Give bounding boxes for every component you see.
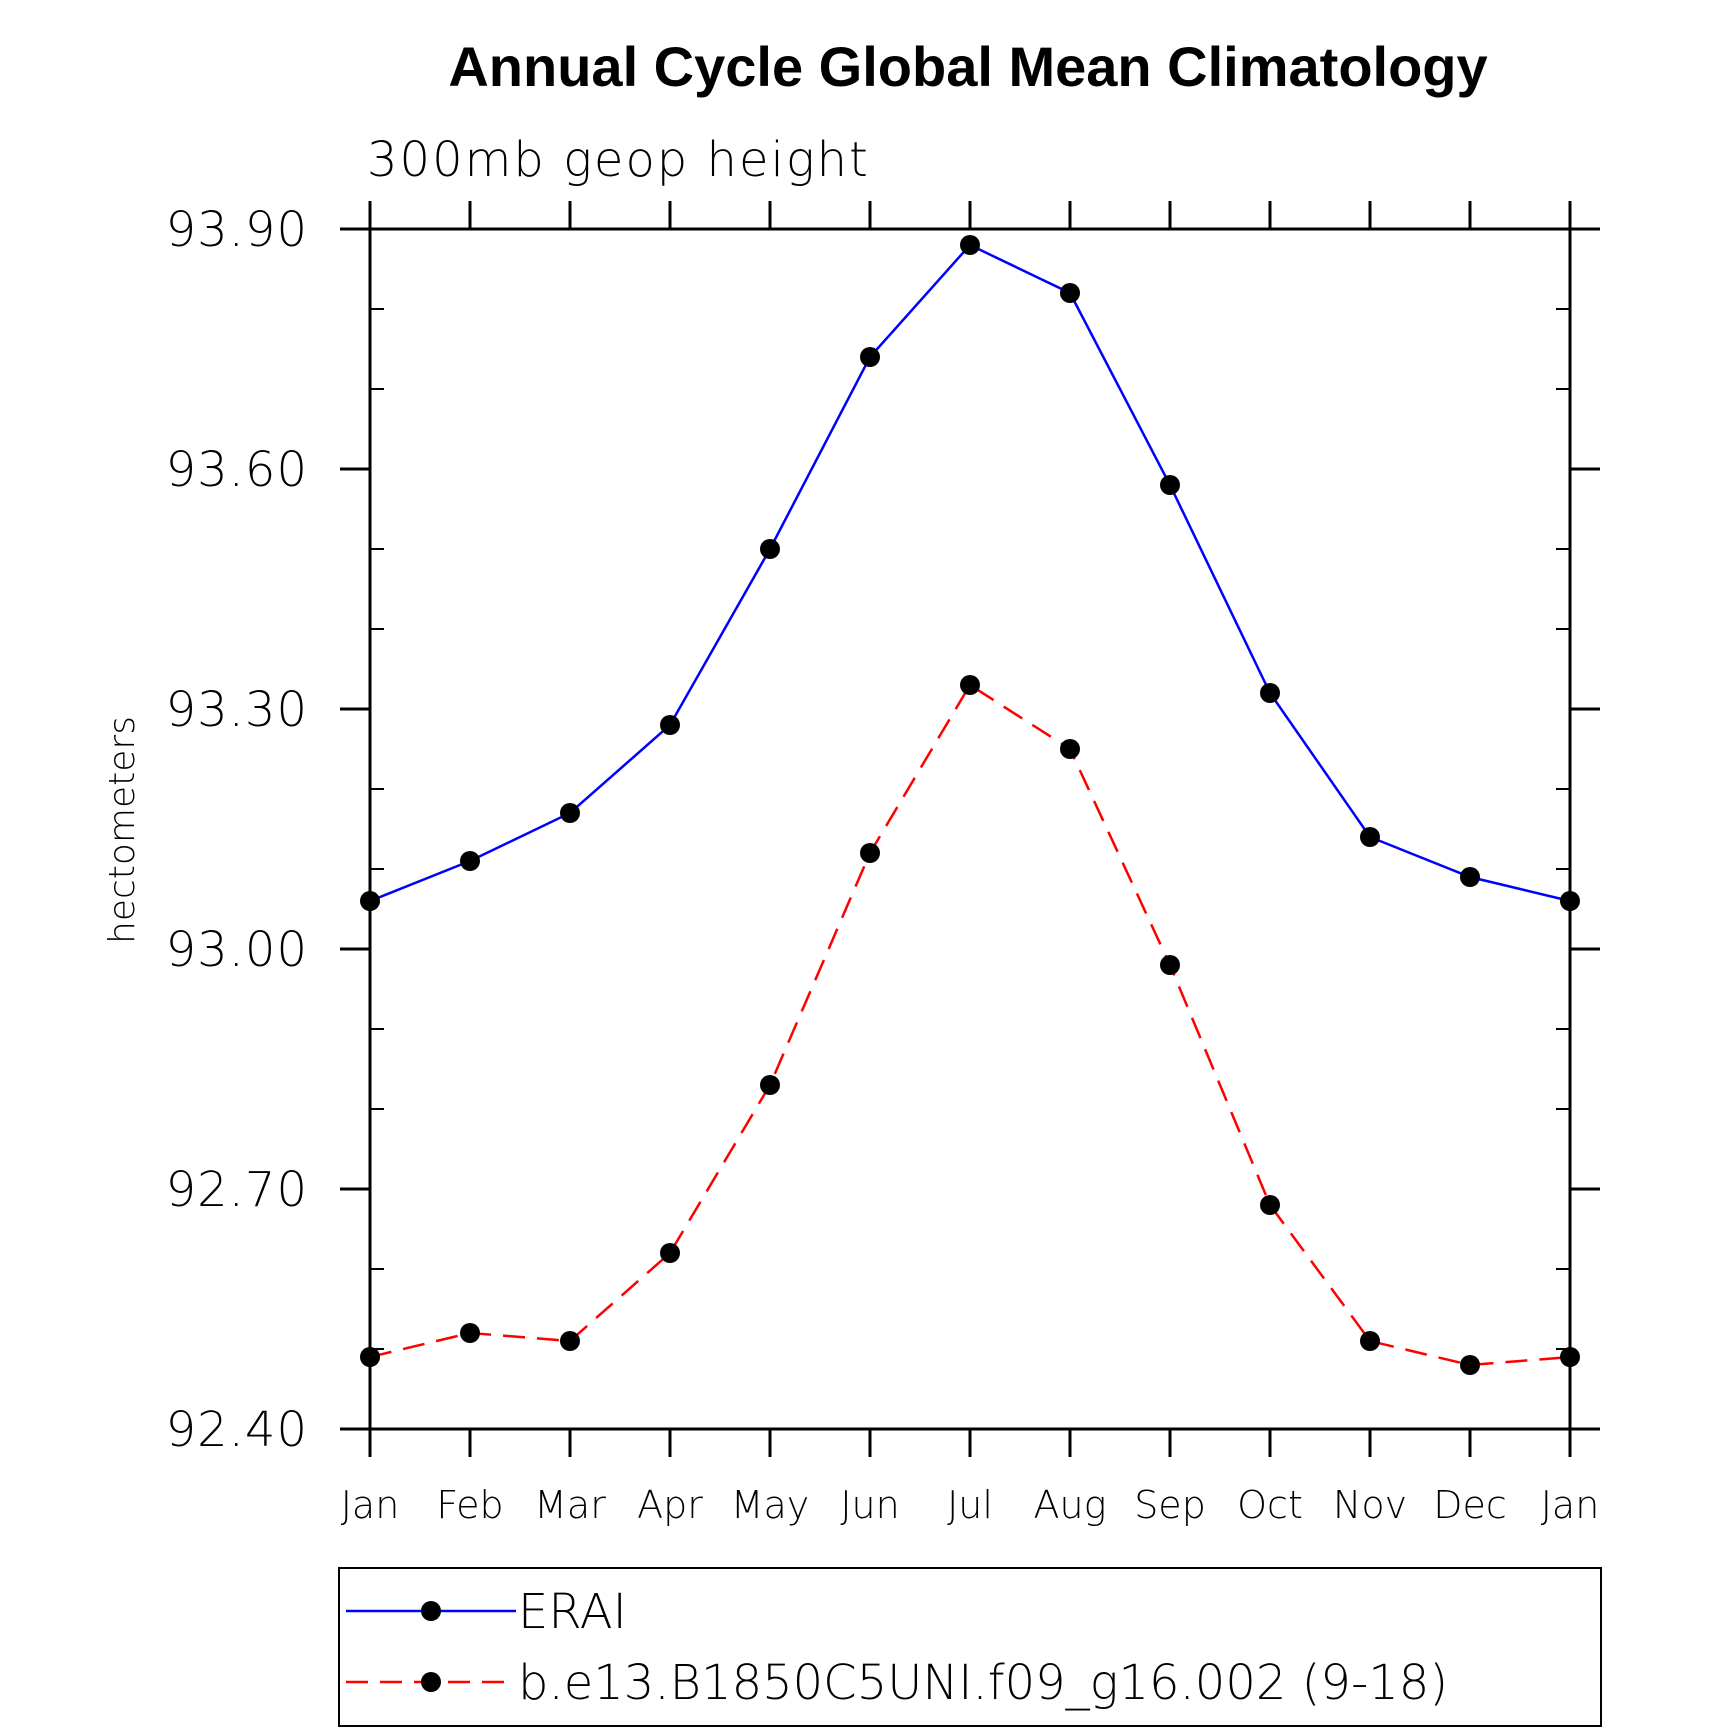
- x-tick-label: Jan: [341, 1483, 400, 1527]
- legend-marker-1: [421, 1601, 441, 1621]
- series-1-point: [760, 539, 780, 559]
- series-2-point: [460, 1323, 480, 1343]
- x-tick-label: Nov: [1333, 1483, 1407, 1527]
- legend-label-2: b.e13.B1850C5UNI.f09_g16.002 (9-18): [518, 1655, 1448, 1711]
- y-tick-label: 93.60: [166, 442, 308, 498]
- x-tick-label: Mar: [534, 1483, 606, 1527]
- y-tick-label: 92.40: [166, 1402, 308, 1458]
- y-tick-label: 93.30: [166, 682, 308, 738]
- x-tick-label: Jul: [947, 1483, 993, 1527]
- series-1-point: [660, 715, 680, 735]
- plot-frame: [368, 227, 1572, 1431]
- series-2-point: [1460, 1355, 1480, 1375]
- legend: ERAI b.e13.B1850C5UNI.f09_g16.002 (9-18): [338, 1567, 1602, 1727]
- y-tick-label: 92.70: [166, 1162, 308, 1218]
- chart-title: Annual Cycle Global Mean Climatology: [448, 35, 1487, 98]
- y-tick-label: 93.90: [166, 202, 308, 258]
- series-2-point: [1260, 1195, 1280, 1215]
- x-tick-label: Dec: [1433, 1483, 1507, 1527]
- series-2-point: [760, 1075, 780, 1095]
- series-1-point: [460, 851, 480, 871]
- series-1-point: [1260, 683, 1280, 703]
- x-tick-label: Feb: [436, 1483, 503, 1527]
- legend-label-1: ERAI: [518, 1584, 627, 1640]
- series-2-point: [660, 1243, 680, 1263]
- legend-box: [338, 1567, 1602, 1727]
- x-tick-label: Jun: [840, 1483, 899, 1527]
- x-tick-label: Aug: [1034, 1483, 1107, 1527]
- x-tick-label: Apr: [637, 1483, 703, 1527]
- series-1-point: [960, 235, 980, 255]
- series-2-point: [1360, 1331, 1380, 1351]
- series-1-point: [1060, 283, 1080, 303]
- series-line-1: [369, 243, 1571, 903]
- y-tick-label: 93.00: [166, 922, 308, 978]
- x-tick-label: Sep: [1134, 1483, 1206, 1527]
- x-tick-label: May: [731, 1483, 810, 1527]
- series-2-point: [1060, 739, 1080, 759]
- series-line-2: [369, 683, 1571, 1367]
- x-tick-label: Jan: [1541, 1483, 1600, 1527]
- x-tick-label: Oct: [1237, 1483, 1303, 1527]
- series-2-point: [1160, 955, 1180, 975]
- axis-ticks: [340, 201, 1600, 1457]
- tick-labels: Jan Feb Mar Apr May Jun Jul Aug Sep Oct Nov Dec Jan 9…: [166, 202, 1600, 1527]
- series-1-point: [1360, 827, 1380, 847]
- series-2-point: [860, 843, 880, 863]
- series-2-point: [960, 675, 980, 695]
- series-2-point: [560, 1331, 580, 1351]
- y-axis-label: hectometers: [102, 716, 143, 944]
- chart-subtitle: 300mb geop height: [367, 132, 870, 188]
- series-1-point: [1460, 867, 1480, 887]
- legend-marker-2: [421, 1672, 441, 1692]
- series-1-point: [560, 803, 580, 823]
- series-1-point: [1160, 475, 1180, 495]
- series-1-point: [860, 347, 880, 367]
- data-series: [360, 235, 1580, 1375]
